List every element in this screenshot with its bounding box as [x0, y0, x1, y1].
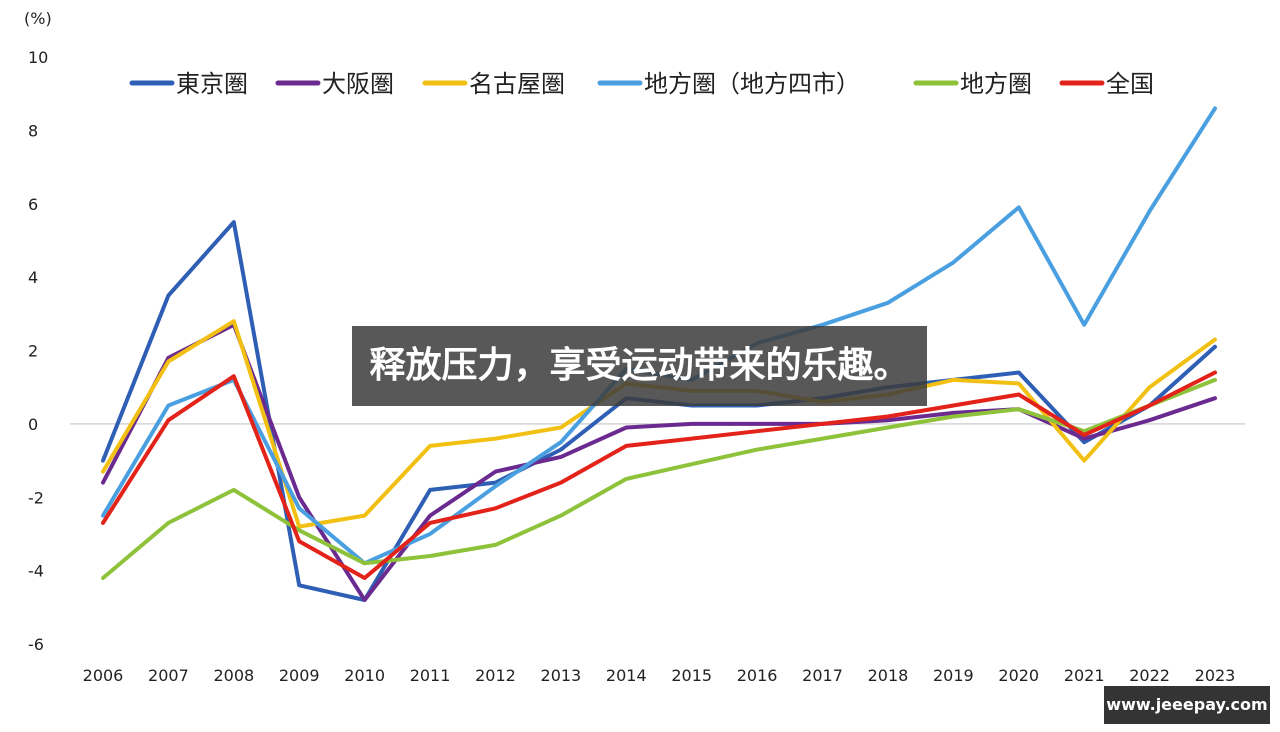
y-tick-label: 6: [28, 195, 38, 214]
legend-item-3: 名古屋圏: [422, 70, 565, 98]
y-unit-label: (%): [24, 9, 52, 28]
x-tick-label: 2006: [83, 666, 124, 685]
watermark-badge: www.jeeepay.com: [1104, 686, 1270, 724]
legend-label: 大阪圏: [322, 70, 394, 98]
legend-item-4: 地方圏（地方四市）: [597, 70, 860, 98]
y-axis: 10 8 6 4 2 0 -2 -4 -6: [28, 48, 48, 654]
y-tick-label: -6: [28, 635, 44, 654]
series-line-6: [101, 370, 1217, 580]
x-axis: 2006 2007 2008 2009 2010 2011 2012 2013 2014 2015…: [83, 666, 1236, 685]
legend-label: 地方圏: [960, 70, 1032, 98]
x-tick-label: 2021: [1064, 666, 1105, 685]
legend-item-5: 地方圏: [913, 70, 1032, 98]
overlay-caption: 释放压力，享受运动带来的乐趣。: [352, 326, 927, 406]
x-tick-label: 2009: [279, 666, 320, 685]
legend: 東京圏 大阪圏 名古屋圏 地方圏（地方四市） 地方圏 全国: [129, 70, 1154, 98]
x-tick-label: 2016: [737, 666, 778, 685]
y-tick-label: 8: [28, 121, 38, 140]
x-tick-label: 2011: [410, 666, 451, 685]
x-tick-label: 2012: [475, 666, 516, 685]
y-tick-label: 4: [28, 268, 38, 287]
series-line-5: [101, 377, 1217, 580]
legend-label: 名古屋圏: [469, 70, 565, 98]
y-tick-label: 0: [28, 415, 38, 434]
y-tick-label: -4: [28, 562, 44, 581]
x-tick-label: 2018: [868, 666, 909, 685]
legend-label: 東京圏: [176, 70, 248, 98]
x-tick-label: 2014: [606, 666, 647, 685]
legend-item-2: 大阪圏: [275, 70, 394, 98]
x-tick-label: 2010: [344, 666, 385, 685]
x-tick-label: 2013: [541, 666, 582, 685]
x-tick-label: 2008: [213, 666, 254, 685]
x-tick-label: 2023: [1195, 666, 1236, 685]
legend-label: 全国: [1106, 70, 1154, 98]
x-tick-label: 2020: [998, 666, 1039, 685]
legend-label: 地方圏（地方四市）: [644, 70, 860, 98]
legend-item-1: 東京圏: [129, 70, 248, 98]
y-tick-label: 2: [28, 342, 38, 361]
x-tick-label: 2007: [148, 666, 189, 685]
y-tick-label: -2: [28, 488, 44, 507]
y-tick-label: 10: [28, 48, 48, 67]
x-tick-label: 2015: [671, 666, 712, 685]
x-tick-label: 2017: [802, 666, 843, 685]
x-tick-label: 2019: [933, 666, 974, 685]
legend-item-6: 全国: [1059, 70, 1154, 98]
x-tick-label: 2022: [1129, 666, 1170, 685]
